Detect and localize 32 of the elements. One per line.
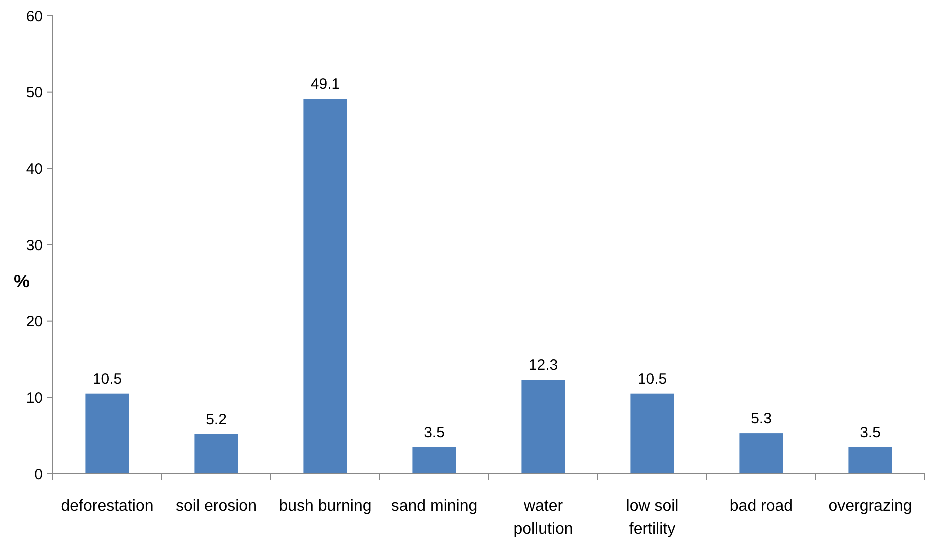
x-tick-label: sand mining — [391, 498, 478, 515]
y-tick-label: 60 — [26, 8, 43, 26]
bar — [522, 380, 566, 474]
bar — [86, 394, 130, 474]
x-tick-label: low soil fertility — [626, 498, 679, 538]
y-tick-label: 20 — [26, 314, 43, 331]
data-label: 3.5 — [424, 424, 445, 442]
data-label: 49.1 — [310, 76, 340, 94]
y-tick-label: 30 — [26, 237, 43, 254]
data-label: 10.5 — [92, 370, 122, 388]
x-tick-label: bush burning — [279, 498, 372, 515]
data-label: 10.5 — [638, 370, 668, 388]
bar — [194, 434, 238, 474]
x-tick-label: soil erosion — [176, 498, 257, 515]
data-label: 12.3 — [528, 357, 558, 374]
x-tick-label: overgrazing — [828, 498, 912, 515]
data-label: 3.5 — [860, 424, 881, 442]
data-label: 5.3 — [751, 410, 772, 428]
bar — [304, 99, 348, 474]
y-tick-label: 0 — [34, 466, 43, 484]
x-tick-label: water pollution — [514, 498, 574, 538]
y-tick-label: 50 — [26, 84, 43, 102]
y-tick-label: 40 — [26, 160, 43, 178]
data-label: 5.2 — [206, 411, 227, 428]
bar — [412, 447, 456, 474]
bar — [848, 447, 892, 474]
bar — [740, 434, 784, 474]
x-tick-label: bad road — [730, 498, 794, 515]
bar — [630, 394, 674, 474]
y-tick-label: 10 — [26, 390, 43, 407]
x-tick-label: deforestation — [61, 498, 154, 515]
y-axis-title: % — [14, 272, 30, 292]
